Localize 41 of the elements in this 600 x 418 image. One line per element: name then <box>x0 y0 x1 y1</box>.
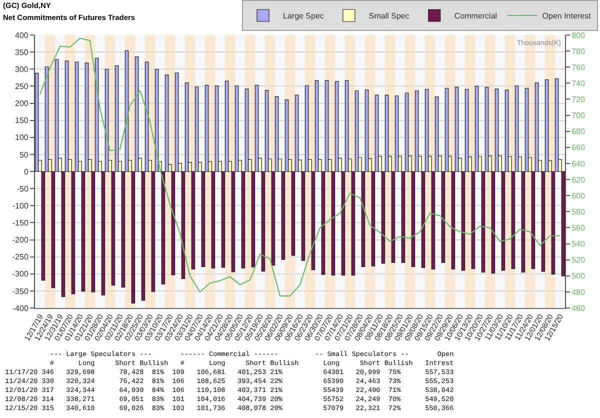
y-tick-label: 150 <box>15 116 29 126</box>
y-tick-label: -300 <box>12 270 29 279</box>
y-tick-label: 50 <box>19 150 29 160</box>
y2-tick-label: 500 <box>572 272 586 281</box>
y-tick-label: 350 <box>15 48 29 57</box>
y2-tick-label: 760 <box>572 62 586 72</box>
y2-tick-label: 680 <box>572 127 586 136</box>
y-tick-label: -50 <box>16 184 29 194</box>
y2-tick-label: 480 <box>572 288 586 297</box>
y2-tick-label: 700 <box>572 111 586 120</box>
legend-label: Small Spec <box>368 12 410 21</box>
legend-label: Commercial <box>454 12 498 21</box>
y2-tick-label: 780 <box>572 46 586 56</box>
y2-tick-label: 720 <box>572 95 586 104</box>
y-tick-label: 0 <box>24 167 29 176</box>
y-tick-label: 250 <box>15 82 29 91</box>
y-tick-label: -150 <box>12 218 29 228</box>
y-tick-label: -350 <box>12 286 29 296</box>
y-tick-label: 200 <box>15 99 29 108</box>
y-tick-label: 100 <box>15 133 29 142</box>
y2-tick-label: 580 <box>572 207 586 216</box>
y2-tick-label: 560 <box>572 224 586 233</box>
y-tick-label: -200 <box>12 236 29 245</box>
y-tick-label: -100 <box>12 201 29 210</box>
y2-tick-label: 660 <box>572 143 586 152</box>
y2-tick-label: 640 <box>572 159 586 168</box>
y2-tick-label: 740 <box>572 78 586 88</box>
bar <box>35 72 39 172</box>
y2-tick-label: 460 <box>572 304 586 313</box>
y2-tick-label: 600 <box>572 191 586 200</box>
line-series <box>39 38 561 297</box>
y2-tick-label: 520 <box>572 256 586 265</box>
y-tick-label: -400 <box>12 304 29 313</box>
y-tick-label: -250 <box>12 252 29 262</box>
y-tick-label: 300 <box>15 64 29 74</box>
y2-tick-label: 800 <box>572 30 586 40</box>
y2-tick-label: 540 <box>572 240 586 249</box>
legend-label: Large Spec <box>283 12 324 21</box>
y2-tick-label: 620 <box>572 175 586 184</box>
y-tick-label: 400 <box>15 30 29 40</box>
legend-label: Open Interest <box>542 12 592 21</box>
